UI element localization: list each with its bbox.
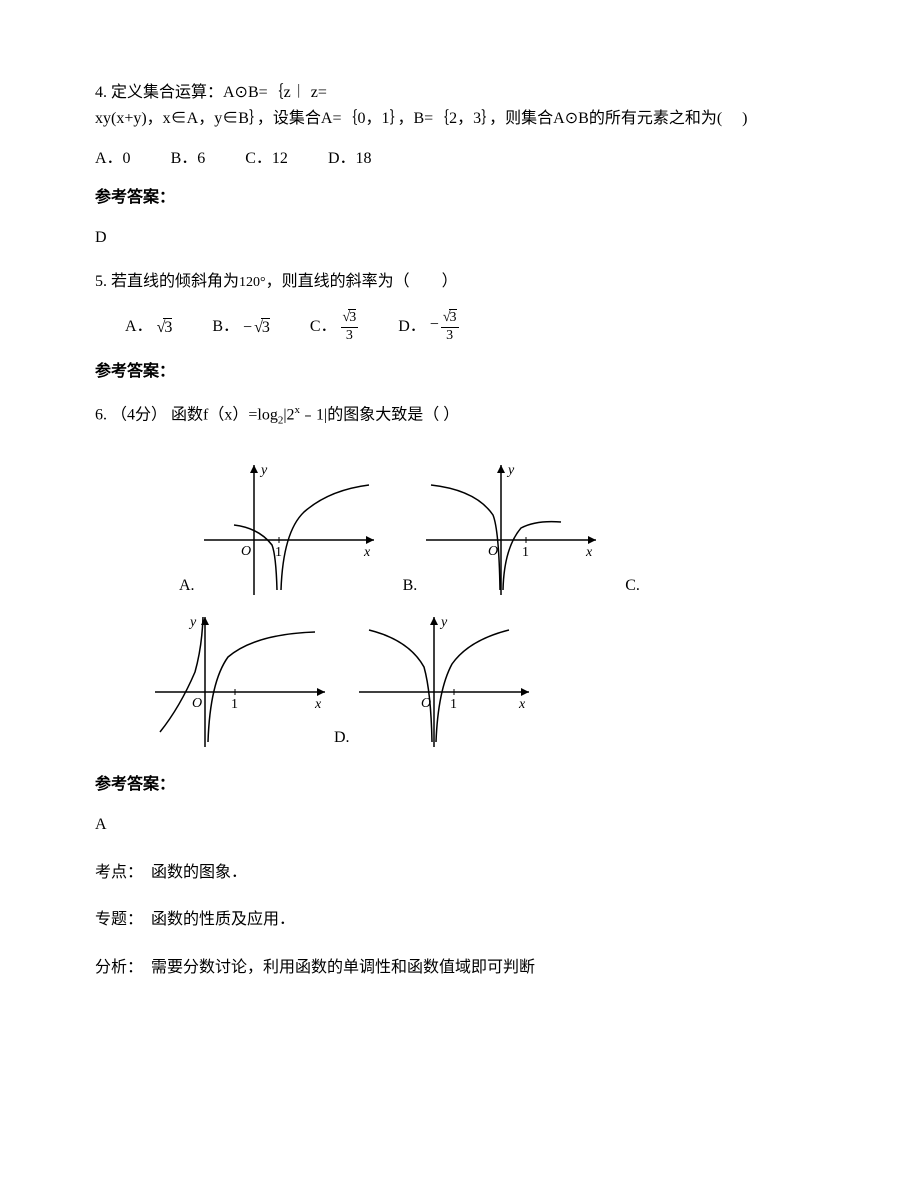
svg-text:1: 1 bbox=[522, 545, 529, 560]
graph-D-cell: D. O 1 x y bbox=[330, 612, 534, 752]
question-4: 4. 定义集合运算：A⊙B=｛z︱ z= xy(x+y)，x∈A，y∈B｝，设集… bbox=[95, 80, 825, 251]
q6-labelC: C. bbox=[621, 573, 644, 601]
q6-text-post: ﹣1|的图象大致是（ ） bbox=[300, 407, 459, 424]
q4-line1: 定义集合运算：A⊙B=｛z︱ z= bbox=[111, 84, 327, 101]
q5-labelD: D． bbox=[398, 318, 426, 335]
minus-icon: − bbox=[243, 315, 252, 341]
sqrt3-icon: 3 bbox=[254, 315, 270, 341]
sqrt3-icon: 3 bbox=[443, 310, 457, 325]
q6-kaodian-label: 考点： bbox=[95, 864, 143, 881]
q5-optC: C． 3 3 bbox=[310, 310, 358, 345]
graph-B: O 1 x y bbox=[421, 460, 601, 600]
q6-fenxi-text: 需要分数讨论，利用函数的单调性和函数值域即可判断 bbox=[151, 959, 535, 976]
q4-optB: B．6 bbox=[171, 146, 206, 172]
q6-number: 6. bbox=[95, 407, 107, 424]
denominator: 3 bbox=[441, 328, 459, 345]
q4-line2: xy(x+y)，x∈A，y∈B｝，设集合A=｛0，1｝，B=｛2，3｝，则集合A… bbox=[95, 110, 747, 127]
graph-C-cell: O 1 x y bbox=[150, 612, 330, 752]
sqrt3-icon: 3 bbox=[157, 315, 173, 341]
graph-D: O 1 x y bbox=[354, 612, 534, 752]
q6-zhuanti-text: 函数的性质及应用． bbox=[151, 911, 295, 928]
q4-answer-label: 参考答案： bbox=[95, 185, 825, 211]
q5-options: A． 3 B． −3 C． 3 3 D． − 3 3 bbox=[95, 310, 825, 345]
q4-optC: C．12 bbox=[245, 146, 288, 172]
q5-labelA: A． bbox=[125, 318, 153, 335]
fraction-icon: 3 3 bbox=[441, 310, 459, 345]
question-6: 6. （4分） 函数f（x）=log2|2x﹣1|的图象大致是（ ） A. O … bbox=[95, 402, 825, 980]
q6-fenxi: 分析： 需要分数讨论，利用函数的单调性和函数值域即可判断 bbox=[95, 955, 825, 981]
q6-graphs-row1: A. O 1 x y B. O bbox=[95, 460, 825, 600]
svg-text:1: 1 bbox=[275, 545, 282, 560]
svg-text:x: x bbox=[518, 697, 526, 712]
q6-mid: |2 bbox=[283, 407, 294, 424]
q4-number: 4. bbox=[95, 84, 107, 101]
q6-labelB: B. bbox=[399, 573, 422, 601]
q5-text-post: ，则直线的斜率为（ ） bbox=[266, 273, 458, 290]
q6-answer-label: 参考答案： bbox=[95, 772, 825, 798]
svg-text:y: y bbox=[506, 463, 515, 478]
q6-graphs-row2: O 1 x y D. O 1 x y bbox=[95, 612, 825, 752]
q5-text: 5. 若直线的倾斜角为120°，则直线的斜率为（ ） bbox=[95, 269, 825, 295]
q6-zhuanti-label: 专题： bbox=[95, 911, 143, 928]
svg-text:x: x bbox=[585, 545, 593, 560]
svg-text:y: y bbox=[188, 615, 197, 630]
q4-optD: D．18 bbox=[328, 146, 372, 172]
svg-text:x: x bbox=[363, 545, 371, 560]
graph-C: O 1 x y bbox=[150, 612, 330, 752]
graph-B-cell: B. O 1 x y bbox=[399, 460, 602, 600]
svg-text:O: O bbox=[192, 696, 202, 711]
sqrt3-icon: 3 bbox=[343, 310, 357, 325]
q5-number: 5. bbox=[95, 273, 107, 290]
q4-options: A．0 B．6 C．12 D．18 bbox=[95, 145, 825, 171]
q5-labelC: C． bbox=[310, 318, 337, 335]
minus-icon: − bbox=[430, 312, 439, 338]
q6-zhuanti: 专题： 函数的性质及应用． bbox=[95, 907, 825, 933]
q5-optA: A． 3 bbox=[125, 314, 172, 340]
svg-text:y: y bbox=[259, 463, 268, 478]
svg-text:x: x bbox=[314, 697, 322, 712]
q6-labelD: D. bbox=[330, 725, 354, 753]
graph-A-cell: A. O 1 x y bbox=[175, 460, 379, 600]
fraction-icon: 3 3 bbox=[341, 310, 359, 345]
q5-answer-label: 参考答案： bbox=[95, 359, 825, 385]
graph-A: O 1 x y bbox=[199, 460, 379, 600]
q6-fenxi-label: 分析： bbox=[95, 959, 143, 976]
denominator: 3 bbox=[341, 328, 359, 345]
q5-deg: 120° bbox=[239, 275, 266, 290]
q6-score: （4分） bbox=[111, 407, 167, 424]
svg-text:1: 1 bbox=[231, 697, 238, 712]
q6-kaodian-text: 函数的图象． bbox=[151, 864, 247, 881]
q6-text: 6. （4分） 函数f（x）=log2|2x﹣1|的图象大致是（ ） bbox=[95, 402, 825, 430]
q6-answer: A bbox=[95, 812, 825, 838]
svg-text:O: O bbox=[488, 544, 498, 559]
svg-text:O: O bbox=[241, 544, 251, 559]
q5-optB: B． −3 bbox=[212, 314, 270, 340]
svg-text:1: 1 bbox=[450, 697, 457, 712]
question-5: 5. 若直线的倾斜角为120°，则直线的斜率为（ ） A． 3 B． −3 C．… bbox=[95, 269, 825, 385]
svg-text:y: y bbox=[439, 615, 448, 630]
q4-optA: A．0 bbox=[95, 146, 131, 172]
q4-text: 4. 定义集合运算：A⊙B=｛z︱ z= xy(x+y)，x∈A，y∈B｝，设集… bbox=[95, 80, 825, 131]
q6-kaodian: 考点： 函数的图象． bbox=[95, 860, 825, 886]
q5-optD: D． − 3 3 bbox=[398, 310, 458, 345]
q5-labelB: B． bbox=[212, 318, 239, 335]
q4-answer: D bbox=[95, 225, 825, 251]
q6-text-pre: 函数f（x）=log bbox=[171, 407, 278, 424]
q5-text-pre: 若直线的倾斜角为 bbox=[111, 273, 239, 290]
q6-labelA: A. bbox=[175, 573, 199, 601]
